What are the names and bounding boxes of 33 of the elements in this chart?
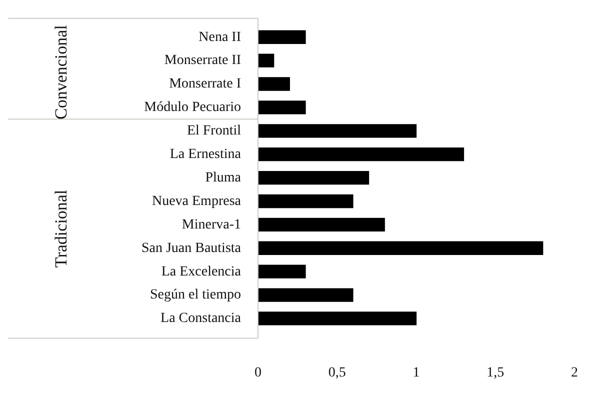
y-tick-label: Minerva-1: [182, 217, 241, 232]
x-tick-label: 1: [412, 365, 420, 380]
y-tick-label: Pluma: [205, 170, 242, 186]
x-tick-label: 0,5: [328, 365, 346, 380]
y-tick-label: Monserrate I: [169, 76, 242, 92]
bar: [258, 148, 464, 162]
y-tick-label: Según el tiempo: [150, 288, 241, 303]
text: Tradicional: [51, 190, 70, 268]
bar: [258, 312, 417, 326]
y-tick-label: San Juan Bautista: [141, 240, 242, 256]
y-tick-label: Monserrate II: [164, 53, 242, 68]
bar: [258, 170, 370, 185]
bar: [258, 241, 544, 255]
y-tick-label: La Ernestina: [170, 147, 242, 162]
bar: [258, 288, 354, 302]
bar: [258, 194, 354, 208]
x-tick-label: 2: [571, 365, 578, 380]
y-tick-label: Nena II: [198, 30, 242, 45]
bar: [258, 54, 274, 68]
y-tick-label: La Constancia: [160, 311, 242, 326]
bar: [258, 218, 385, 232]
x-tick-label: 0: [254, 365, 262, 380]
y-tick-label: El Frontil: [186, 124, 242, 139]
x-tick-label: 1,5: [486, 365, 504, 380]
y-tick-label: Nueva Empresa: [152, 194, 242, 209]
bar: [258, 30, 306, 44]
bar: [258, 124, 417, 138]
text: Convencional: [51, 24, 70, 120]
y-tick-label: La Excelencia: [161, 264, 242, 280]
bar: [258, 100, 306, 114]
y-tick-label: Módulo Pecuario: [144, 100, 241, 116]
bar: [258, 264, 306, 278]
bar: [258, 77, 290, 91]
